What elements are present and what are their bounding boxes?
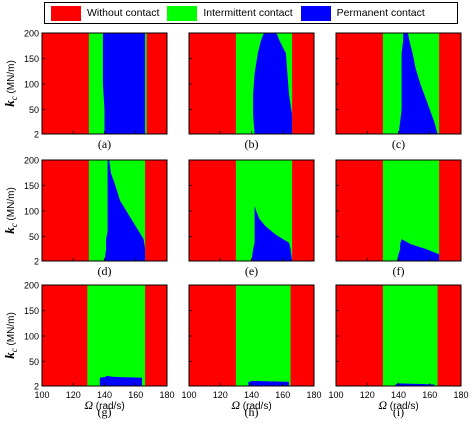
- legend-item-intermittent-contact: Intermittent contact: [167, 5, 293, 21]
- panel-label: (f): [393, 264, 405, 278]
- y-axis-label: kc (MN/m): [2, 187, 19, 234]
- y-tick-label: 2: [34, 382, 39, 392]
- permanent-contact-region: [104, 160, 146, 261]
- y-tick-label: 2: [34, 130, 39, 140]
- intermittent-contact-region: [87, 285, 146, 386]
- intermittent-contact-region: [382, 160, 440, 261]
- y-tick-label: 50: [29, 105, 39, 115]
- permanent-contact-region: [251, 205, 293, 261]
- y-tick-label: 200: [24, 156, 39, 166]
- legend-swatch-red: [51, 5, 81, 21]
- y-tick-label: 50: [29, 232, 39, 242]
- x-tick-label: 120: [360, 390, 375, 400]
- y-tick-label: 200: [24, 29, 39, 39]
- panel-label: (e): [245, 264, 258, 278]
- y-tick-label: 150: [24, 181, 39, 191]
- y-tick-label: 100: [24, 80, 39, 90]
- permanent-contact-region: [99, 375, 142, 386]
- y-tick-label: 2: [34, 257, 39, 267]
- x-axis-label: Ω (rad/s): [378, 398, 418, 412]
- x-tick-label: 160: [128, 390, 143, 400]
- legend-item-permanent-contact: Permanent contact: [300, 5, 425, 21]
- x-tick-label: 140: [244, 390, 259, 400]
- legend-swatch-blue: [300, 5, 331, 21]
- y-tick-label: 150: [24, 54, 39, 64]
- permanent-contact-region: [248, 380, 289, 386]
- legend-swatch-green: [167, 5, 198, 21]
- permanent-contact-region: [253, 33, 293, 134]
- panel-label: (c): [392, 137, 405, 151]
- y-tick-label: 150: [24, 306, 39, 316]
- x-tick-label: 120: [213, 390, 228, 400]
- legend-label: Without contact: [87, 7, 160, 19]
- x-tick-label: 160: [422, 390, 437, 400]
- x-tick-label: 160: [275, 390, 290, 400]
- legend: Without contact Intermittent contact Per…: [44, 2, 458, 24]
- permanent-contact-region: [398, 33, 438, 134]
- panel-label: (a): [98, 137, 111, 151]
- panel-label: (i): [393, 405, 404, 419]
- y-axis-label: kc (MN/m): [2, 312, 19, 359]
- intermittent-contact-region: [382, 285, 438, 386]
- intermittent-contact-region: [235, 285, 291, 386]
- x-tick-label: 180: [306, 390, 321, 400]
- permanent-contact-region: [395, 383, 435, 386]
- x-axis-label: Ω (rad/s): [84, 398, 124, 412]
- x-tick-label: 140: [391, 390, 406, 400]
- permanent-contact-region: [396, 236, 440, 261]
- panel-label: (g): [98, 405, 112, 419]
- x-tick-label: 180: [453, 390, 468, 400]
- y-axis-label: kc (MN/m): [2, 60, 19, 107]
- y-tick-label: 100: [24, 207, 39, 217]
- permanent-contact-region: [102, 33, 146, 134]
- legend-label: Intermittent contact: [203, 7, 293, 19]
- x-tick-label: 140: [97, 390, 112, 400]
- y-tick-label: 100: [24, 332, 39, 342]
- panel-label: (h): [245, 405, 259, 419]
- x-axis-label: Ω (rad/s): [231, 398, 271, 412]
- legend-label: Permanent contact: [336, 7, 425, 19]
- x-tick-label: 120: [66, 390, 81, 400]
- y-tick-label: 50: [29, 357, 39, 367]
- y-tick-label: 200: [24, 281, 39, 291]
- x-tick-label: 100: [181, 390, 196, 400]
- x-tick-label: 180: [159, 390, 174, 400]
- x-tick-label: 100: [328, 390, 343, 400]
- panel-label: (b): [245, 137, 259, 151]
- panel-label: (d): [98, 264, 112, 278]
- x-tick-label: 100: [34, 390, 49, 400]
- legend-item-without-contact: Without contact: [51, 5, 160, 21]
